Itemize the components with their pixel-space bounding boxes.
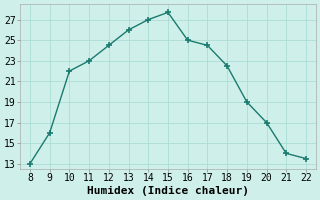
X-axis label: Humidex (Indice chaleur): Humidex (Indice chaleur) xyxy=(87,186,249,196)
